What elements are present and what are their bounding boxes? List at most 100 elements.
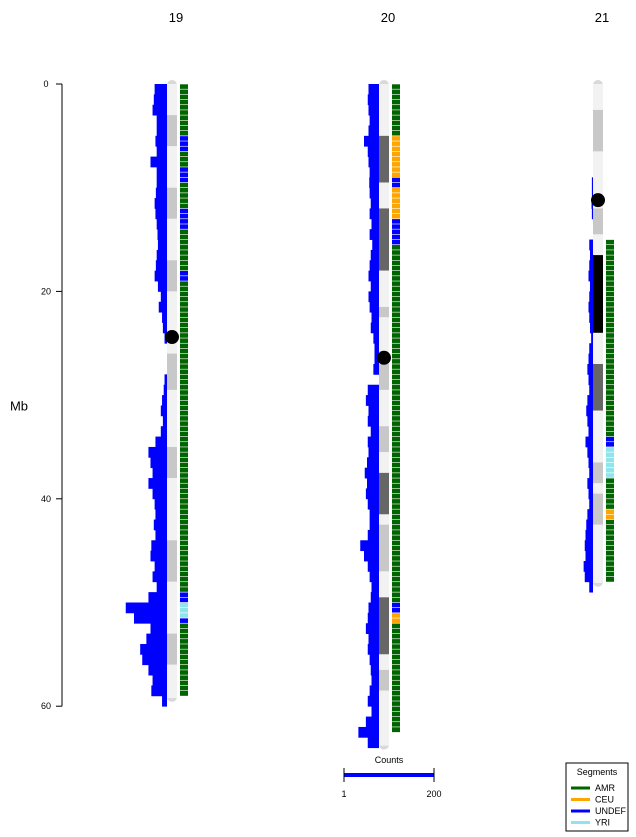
cytoband [593,255,603,333]
count-bar [588,374,593,386]
cytoband [593,84,603,110]
count-bar [367,436,379,448]
cytoband [593,462,603,484]
count-bar [157,239,167,251]
count-bar [367,146,379,157]
count-bar [368,270,379,282]
count-bar [586,519,593,531]
count-bar [367,529,379,541]
count-bar [371,675,379,686]
count-bar [369,177,379,189]
count-bar [588,457,593,469]
count-bar [589,467,593,479]
cytoband [379,208,389,271]
count-bar [364,135,379,147]
cytoband [593,332,603,364]
centromere-marker [377,350,391,365]
count-bar [160,426,167,437]
y-axis: 0 20 40 60 Mb [10,79,63,711]
ancestry-segment [180,602,188,619]
count-bar [370,592,379,603]
count-bar [589,581,593,593]
count-bar [148,478,167,489]
count-bar [368,156,379,168]
count-bar [152,467,167,479]
cytoband [167,291,177,333]
count-bar [585,436,593,448]
count-bar [369,260,379,272]
count-bar [369,685,379,697]
cytoband [379,669,389,691]
count-bar [367,561,379,572]
count-bar [370,664,379,676]
count-bar [588,426,593,437]
count-bar [369,187,379,199]
count-bar [367,384,379,396]
cytoband [167,389,177,447]
count-bar [590,281,593,292]
cytoband [167,146,177,188]
cytoband [593,483,603,494]
count-bar [156,146,167,157]
count-bar [367,612,379,624]
count-bar [360,540,379,552]
cytoband [593,410,603,463]
count-bar [590,249,593,261]
cytoband [167,633,177,665]
count-bar [152,488,167,500]
count-bar [368,446,379,458]
ancestry-segment [180,618,188,624]
cytoband [167,187,177,219]
count-bar [583,561,593,572]
count-bar [125,602,167,614]
count-bar [160,291,167,303]
cytoband [593,208,603,235]
count-bar [162,695,167,707]
count-bar [152,675,167,686]
legend-box [565,762,629,832]
count-bar [589,312,593,323]
count-bar [163,384,167,396]
count-bar [374,343,379,355]
count-bar [155,260,167,272]
cytoband [167,260,177,292]
count-bar [146,633,167,645]
count-bar [164,374,167,386]
count-bar [589,343,593,355]
count-bar [364,550,379,562]
count-bar [367,737,379,749]
count-bar [373,363,379,375]
count-scale-title: Counts [375,755,404,765]
chromosome-20: 20 [358,10,400,750]
count-bar [591,208,593,220]
count-bar [369,166,379,178]
ancestry-segment [180,151,188,167]
count-bar [155,509,167,520]
count-bar [156,125,167,137]
ancestry-segment [392,244,400,603]
count-scale-min-label: 1 [341,789,346,799]
count-scale: Counts 1 200 [341,755,441,799]
count-bar [358,726,379,738]
chromosome-label: 21 [595,10,609,25]
count-bar [152,104,167,116]
count-bar [585,529,593,541]
count-bar [591,177,593,189]
cytoband [379,84,389,136]
cytoband [167,353,177,390]
count-bar [152,571,167,583]
count-bar [588,301,593,313]
count-bar [367,643,379,655]
legend-label-undef: UNDEF [595,806,627,816]
count-bar [160,405,167,417]
count-bar [589,239,593,251]
count-bar [134,612,167,624]
cytoband [379,135,389,183]
count-bar [371,706,379,717]
chromosome-label: 20 [381,10,395,25]
count-bar [155,529,167,541]
count-bar [140,643,167,655]
count-bar [370,426,379,437]
count-bar [142,654,167,666]
